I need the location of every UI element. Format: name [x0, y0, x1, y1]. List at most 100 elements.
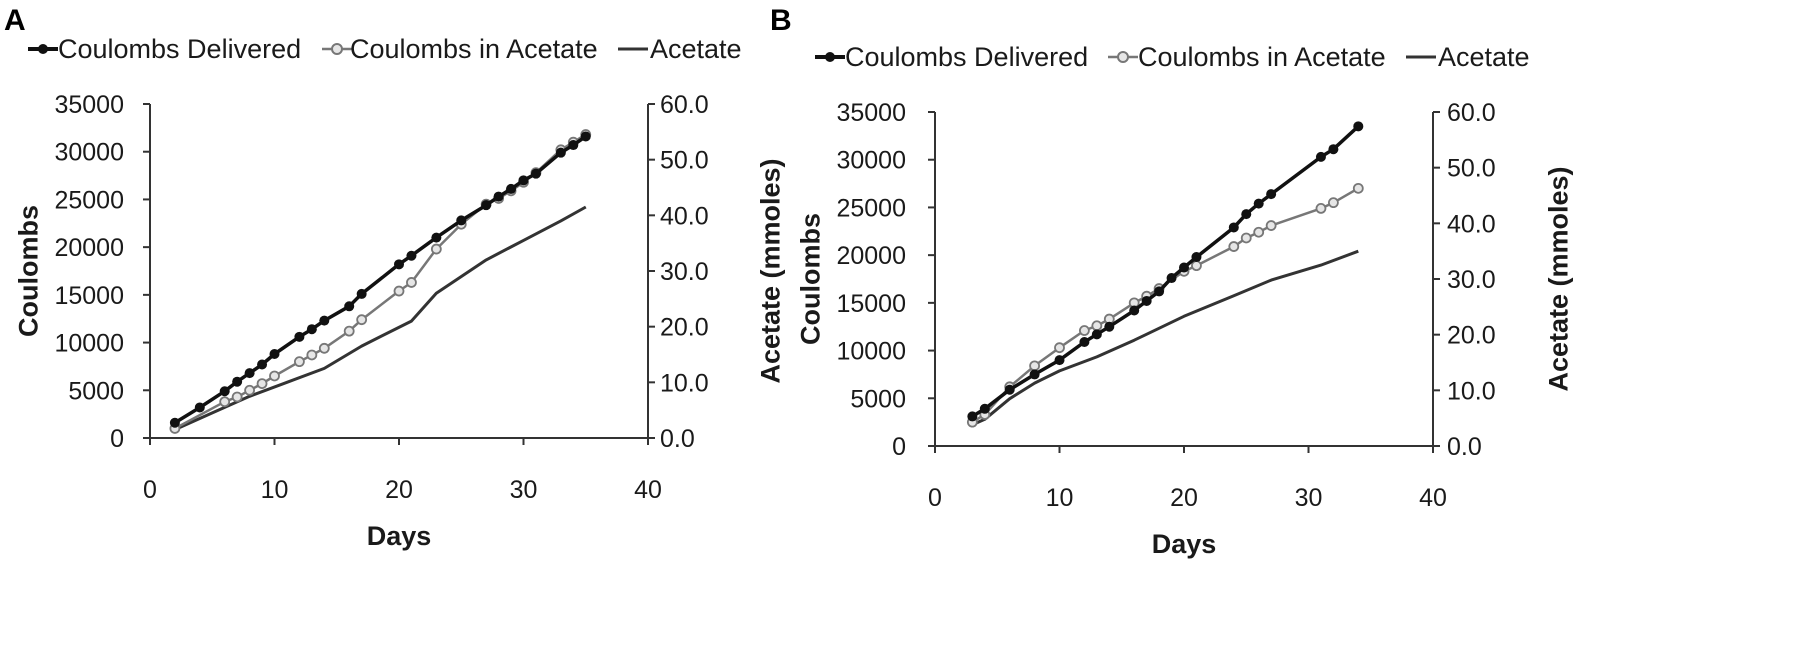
y2-tick-label: 20.0: [1447, 322, 1496, 350]
data-point-coulombs-in-acetate: [306, 349, 318, 361]
data-point-coulombs-delivered: [294, 331, 305, 342]
data-point-coulombs-in-acetate: [1191, 260, 1202, 272]
x-tick-label: 20: [1170, 484, 1198, 512]
legend-label: Coulombs Delivered: [58, 34, 301, 64]
y2-tick-label: 20.0: [660, 314, 709, 342]
y-tick-label: 5000: [68, 377, 124, 405]
data-point-coulombs-delivered: [219, 386, 230, 397]
legend-filled-marker-icon: [825, 52, 835, 62]
data-point-coulombs-delivered: [1253, 198, 1264, 209]
data-point-coulombs-delivered: [1353, 121, 1364, 132]
data-point-coulombs-in-acetate: [244, 384, 256, 396]
y2-axis-title: Acetate (mmoles): [755, 158, 785, 383]
data-point-coulombs-delivered: [1079, 336, 1090, 347]
data-point-coulombs-delivered: [1228, 222, 1239, 233]
data-point-coulombs-delivered: [344, 301, 355, 312]
x-tick-label: 10: [1046, 484, 1074, 512]
data-point-coulombs-in-acetate: [1240, 232, 1252, 244]
data-point-coulombs-in-acetate: [1315, 202, 1327, 214]
x-axis-title: Days: [367, 521, 432, 551]
panel-letter: B: [770, 4, 792, 37]
y-tick-label: 15000: [54, 282, 124, 310]
panel-b-chart: B Coulombs Delivered Coulombs in Acetate Ac…: [770, 4, 1573, 559]
x-tick-label: 0: [143, 476, 157, 504]
data-point-coulombs-in-acetate: [1091, 320, 1103, 332]
data-point-coulombs-delivered: [319, 315, 330, 326]
data-point-coulombs-delivered: [1191, 252, 1202, 263]
data-point-coulombs-delivered: [530, 168, 541, 179]
data-point-coulombs-in-acetate: [231, 391, 243, 403]
y-tick-label: 25000: [836, 194, 906, 222]
y2-tick-label: 40.0: [660, 202, 709, 230]
data-point-coulombs-delivered: [1104, 321, 1115, 332]
legend-label: Coulombs in Acetate: [350, 34, 598, 64]
data-point-coulombs-delivered: [506, 183, 517, 194]
x-tick-label: 30: [1295, 484, 1323, 512]
y2-tick-label: 10.0: [1447, 377, 1496, 405]
data-point-coulombs-in-acetate: [1253, 226, 1265, 238]
x-tick-label: 40: [634, 476, 662, 504]
y2-tick-label: 0.0: [1447, 433, 1482, 461]
series-line-acetate: [971, 249, 1359, 427]
panel-a-chart: A Coulombs Delivered Coulombs in Acetate Ac…: [4, 4, 785, 551]
data-point-coulombs-in-acetate: [430, 243, 442, 255]
data-point-coulombs-delivered: [481, 200, 492, 211]
data-point-coulombs-in-acetate: [343, 325, 355, 337]
x-tick-label: 0: [928, 484, 942, 512]
y2-tick-label: 50.0: [1447, 155, 1496, 183]
data-point-coulombs-delivered: [406, 250, 417, 261]
data-point-coulombs-in-acetate: [393, 285, 405, 297]
y2-tick-label: 60.0: [660, 91, 709, 119]
data-point-coulombs-delivered: [269, 349, 280, 360]
data-point-coulombs-in-acetate: [356, 314, 368, 326]
y2-tick-label: 30.0: [1447, 266, 1496, 294]
y2-tick-label: 40.0: [1447, 210, 1496, 238]
legend-label: Acetate: [1438, 42, 1530, 72]
y-tick-label: 0: [892, 433, 906, 461]
y-tick-label: 20000: [836, 242, 906, 270]
data-point-coulombs-delivered: [1129, 305, 1140, 316]
data-point-coulombs-delivered: [169, 417, 180, 428]
data-point-coulombs-delivered: [1154, 286, 1165, 297]
data-point-coulombs-delivered: [1091, 329, 1102, 340]
data-point-coulombs-delivered: [1328, 144, 1339, 155]
y-tick-label: 10000: [54, 330, 124, 358]
data-point-coulombs-delivered: [306, 324, 317, 335]
data-point-coulombs-delivered: [555, 147, 566, 158]
data-point-coulombs-delivered: [1141, 295, 1152, 306]
y-tick-label: 25000: [54, 186, 124, 214]
y-tick-label: 30000: [836, 147, 906, 175]
data-point-coulombs-delivered: [1315, 151, 1326, 162]
y2-tick-label: 50.0: [660, 147, 709, 175]
data-point-coulombs-in-acetate: [1029, 360, 1040, 372]
y-tick-label: 20000: [54, 234, 124, 262]
data-point-coulombs-in-acetate: [1228, 241, 1240, 252]
data-point-coulombs-delivered: [967, 411, 978, 422]
y2-tick-label: 0.0: [660, 425, 695, 453]
series-line-acetate: [174, 205, 587, 431]
y2-tick-label: 30.0: [660, 258, 709, 286]
data-point-coulombs-in-acetate: [219, 396, 231, 408]
data-point-coulombs-delivered: [518, 175, 529, 186]
data-point-coulombs-delivered: [356, 288, 367, 299]
data-point-coulombs-in-acetate: [1054, 342, 1065, 354]
data-point-coulombs-delivered: [257, 359, 268, 370]
legend-label: Coulombs in Acetate: [1138, 42, 1386, 72]
data-point-coulombs-in-acetate: [1265, 220, 1277, 231]
y2-tick-label: 60.0: [1447, 99, 1496, 127]
y-tick-label: 0: [110, 425, 124, 453]
data-point-coulombs-in-acetate: [256, 378, 268, 390]
data-point-coulombs-delivered: [979, 403, 990, 414]
data-point-coulombs-delivered: [1266, 189, 1277, 200]
x-tick-label: 10: [261, 476, 289, 504]
x-tick-label: 40: [1419, 484, 1447, 512]
data-point-coulombs-delivered: [194, 402, 205, 413]
legend-hollow-marker-icon: [331, 43, 343, 55]
y2-axis-title: Acetate (mmoles): [1543, 166, 1573, 391]
x-axis-title: Days: [1152, 529, 1217, 559]
data-point-coulombs-delivered: [1054, 355, 1065, 366]
data-point-coulombs-delivered: [1179, 262, 1189, 273]
data-point-coulombs-delivered: [456, 215, 467, 226]
y-axis-title: Coulombs: [795, 213, 825, 345]
